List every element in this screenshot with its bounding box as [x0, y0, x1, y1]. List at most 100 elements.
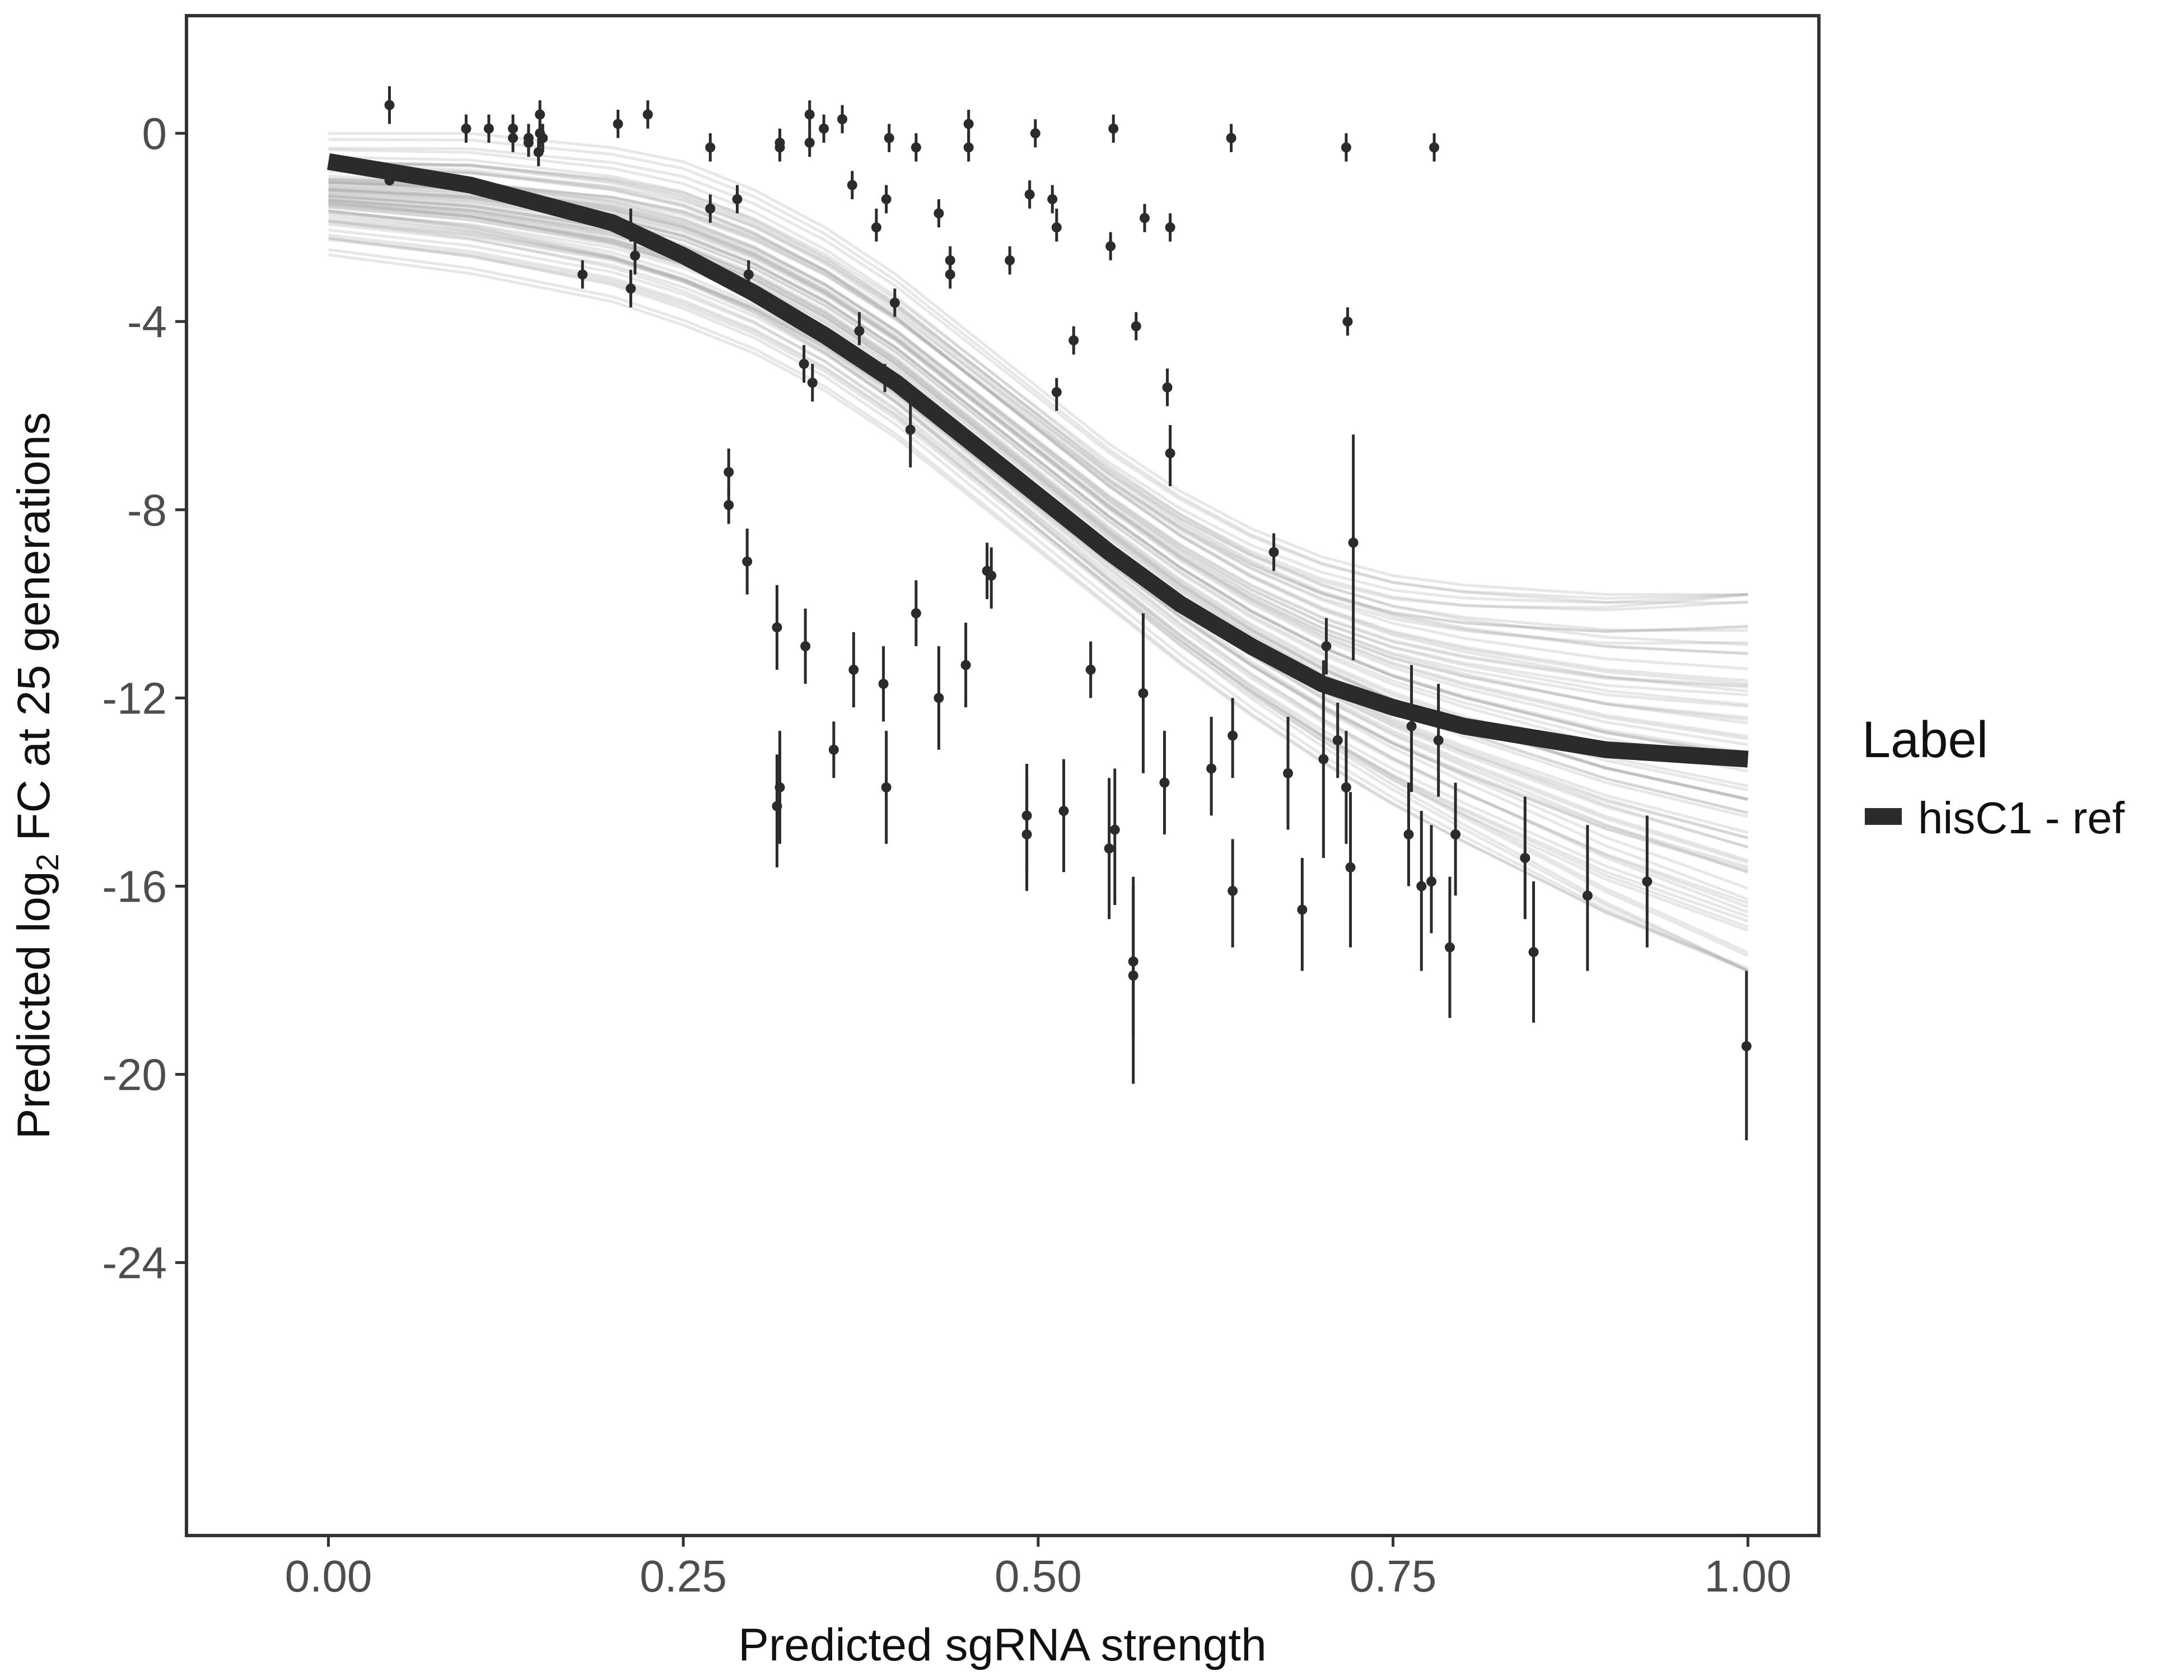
data-point [1131, 312, 1141, 340]
point-marker [911, 142, 921, 153]
posterior-draw-curve [328, 221, 1749, 871]
data-point [1138, 613, 1149, 773]
fit-line-group [327, 153, 1749, 768]
data-point [911, 580, 921, 646]
data-point [1206, 716, 1217, 816]
posterior-draw-curve [328, 170, 1748, 612]
point-marker [613, 119, 623, 129]
point-marker [1348, 538, 1359, 548]
point-marker [804, 109, 815, 120]
point-marker [577, 269, 588, 280]
point-marker [1165, 222, 1175, 233]
x-tick-label: 0.50 [995, 1551, 1082, 1601]
posterior-draw-curve [328, 199, 1748, 814]
data-point [1085, 641, 1096, 698]
point-marker [1109, 824, 1120, 835]
point-marker [1139, 213, 1150, 223]
posterior-draw-curve [328, 234, 1749, 928]
data-point [1433, 684, 1444, 797]
data-point [613, 110, 623, 138]
data-point [626, 208, 636, 242]
data-point [1005, 246, 1015, 275]
data-point [483, 114, 494, 143]
data-point [1128, 886, 1138, 1084]
data-point [1024, 180, 1035, 209]
data-point [960, 622, 971, 708]
point-marker [1345, 862, 1356, 872]
point-marker [1159, 777, 1170, 788]
point-marker [889, 297, 900, 308]
posterior-draw-curve [328, 166, 1748, 683]
data-point [1332, 702, 1343, 778]
y-axis-label-subscript: 2 [30, 853, 65, 871]
data-point [934, 646, 944, 750]
point-marker [1528, 947, 1539, 958]
data-point [742, 528, 753, 595]
data-point [828, 721, 839, 778]
data-point [732, 185, 743, 213]
posterior-draw-curve [328, 161, 1748, 670]
point-marker [384, 175, 395, 186]
posterior-draw-curve [328, 161, 1748, 632]
data-point [807, 363, 818, 402]
data-point [848, 632, 859, 708]
data-point [508, 124, 518, 152]
point-marker [629, 250, 640, 261]
posterior-draw-curve [328, 214, 1749, 909]
legend-label-hisc1-ref: hisC1 - ref [1918, 793, 2125, 843]
y-tick-label: -4 [127, 297, 167, 347]
posterior-draw-curve [328, 209, 1749, 954]
data-point [837, 105, 848, 134]
data-point [1642, 815, 1653, 948]
data-point [986, 547, 997, 609]
point-marker [848, 664, 859, 675]
point-marker [1047, 194, 1058, 204]
point-marker [1282, 768, 1293, 778]
point-marker [1105, 241, 1116, 251]
data-point [878, 646, 889, 722]
data-point [538, 124, 548, 152]
point-marker [483, 123, 494, 134]
point-marker [799, 358, 809, 369]
point-marker [804, 137, 815, 148]
point-marker [934, 208, 944, 218]
data-point [1105, 232, 1116, 260]
posterior-draw-curve [328, 138, 1748, 604]
x-tick-label: 0.25 [640, 1551, 727, 1601]
point-marker [934, 693, 944, 703]
data-point [705, 133, 716, 162]
data-point [1342, 307, 1353, 336]
data-point [871, 208, 881, 242]
posterior-draw-curve [328, 209, 1749, 972]
point-marker [772, 622, 782, 633]
data-point [819, 114, 829, 143]
point-marker [1406, 721, 1417, 731]
point-marker [705, 203, 716, 214]
data-point [1341, 731, 1351, 844]
point-marker [538, 133, 548, 143]
posterior-draw-curve [328, 162, 1748, 604]
data-point [1403, 782, 1414, 886]
point-marker [1433, 735, 1444, 745]
data-point [1741, 970, 1752, 1141]
point-marker [732, 194, 743, 204]
point-marker [1321, 641, 1332, 651]
data-point [881, 185, 892, 213]
data-point [1159, 731, 1170, 835]
posterior-draw-curve [328, 248, 1749, 973]
posterior-draw-curve [328, 238, 1749, 932]
posterior-draw-curve [328, 236, 1749, 923]
data-point [774, 133, 785, 162]
x-tick-label: 1.00 [1704, 1551, 1791, 1601]
data-point [1165, 425, 1175, 487]
data-point [1348, 434, 1359, 661]
point-marker [1450, 829, 1461, 840]
data-point [743, 260, 754, 289]
data-point [1228, 698, 1238, 778]
x-axis: 0.00 0.25 0.50 0.75 1.00 [285, 1537, 1791, 1601]
data-point [1068, 326, 1079, 354]
point-marker [384, 100, 395, 110]
data-point [384, 175, 395, 186]
data-point [854, 312, 865, 346]
